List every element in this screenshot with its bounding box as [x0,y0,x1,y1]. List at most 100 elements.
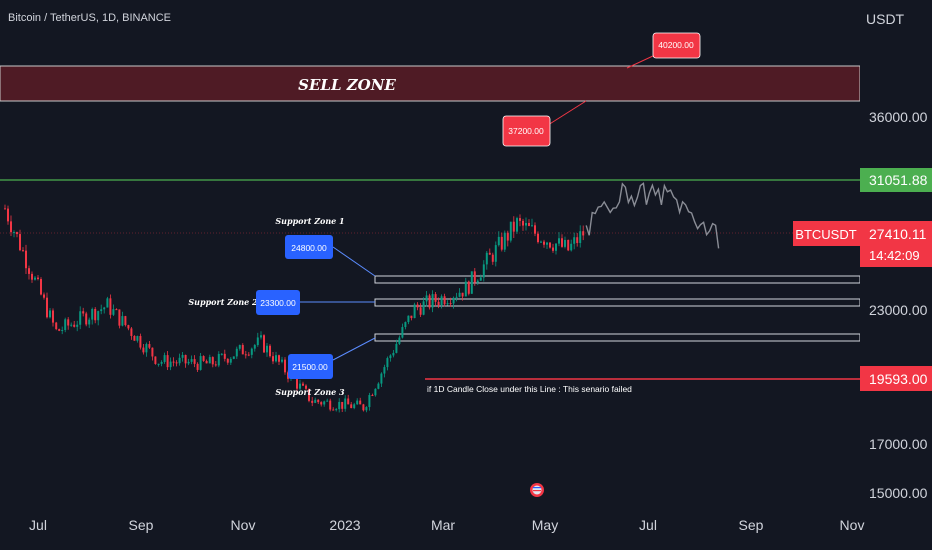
candle-body-118 [359,400,362,405]
candle-body-147 [446,303,449,305]
candle-body-107 [326,400,329,402]
candle-body-34 [106,298,109,308]
candle-body-7 [25,250,27,269]
support-zone-1-price-box[interactable] [285,235,333,259]
price-line-recent [585,182,720,249]
support-zone-1-box [374,275,861,284]
candle-body-77 [235,348,238,357]
y-tick-23000: 23000.00 [869,302,928,318]
support-zone-1-price: 24800.00 [291,243,327,253]
candle-body-129 [392,352,395,356]
candle-body-20 [64,319,67,330]
candle-body-114 [347,398,350,405]
candle-body-189 [573,237,576,244]
support-zone-3-price-box[interactable] [288,354,333,379]
connector-target-40200 [626,54,656,69]
sell-zone [0,65,861,102]
candle-body-70 [214,364,217,366]
candle-body-78 [238,345,241,349]
candle-body-109 [332,409,335,411]
candle-body-35 [109,298,112,315]
candle-body-133 [404,322,407,328]
candle-body-173 [525,222,527,226]
candle-body-21 [67,319,70,326]
candle-body-157 [476,280,479,283]
candle-body-8 [28,268,30,274]
candle-body-68 [208,357,211,364]
candle-body-136 [413,304,416,319]
target-37200-box[interactable] [502,115,551,147]
current-price-tag [860,221,932,267]
sell-zone-label: SELL ZONE [298,76,396,94]
candle-body-33 [103,307,106,310]
candle-body-153 [464,281,467,297]
symbol-header: Bitcoin / TetherUS, 1D, BINANCE [8,12,172,24]
candle-body-46 [142,347,145,353]
candle-body-57 [175,362,178,364]
candle-body-183 [555,243,557,251]
candle-body-112 [341,401,344,409]
candle-body-23 [73,324,76,327]
candle-body-44 [136,336,139,341]
candle-body-43 [133,335,136,341]
x-tick-2023: 2023 [329,517,360,533]
current-symbol-tag [793,221,860,246]
current-price: 27410.11 [869,226,927,242]
candle-body-52 [160,361,163,364]
candle-body-6 [22,250,24,252]
candle-body-22 [70,324,73,326]
candle-body-124 [377,383,380,389]
support-zone-3-label: Support Zone 3 [275,387,345,397]
candle-body-150 [455,296,458,298]
target-40200-box[interactable] [652,32,701,59]
candle-body-180 [546,242,548,245]
us-flag-event-icon[interactable] [530,483,544,497]
candle-body-179 [543,241,545,245]
candle-body-134 [407,315,410,323]
candle-body-138 [419,307,422,315]
resistance-price-tag [860,168,932,192]
x-tick-nov-2023: Nov [840,517,865,533]
candle-body-174 [528,222,530,226]
candle-body-143 [434,294,437,302]
candle-body-27 [85,313,88,325]
candle-body-19 [61,329,64,331]
support-zone-2-price: 23300.00 [260,298,296,308]
candle-body-142 [431,294,434,308]
candle-body-161 [488,252,491,255]
candle-body-73 [223,353,226,359]
resistance-price: 31051.88 [869,172,928,188]
time-scale-bg[interactable] [0,510,932,550]
candle-body-168 [509,221,512,241]
candle-body-149 [452,297,455,304]
candle-body-146 [443,296,446,305]
candle-body-158 [479,277,482,281]
current-symbol: BTCUSDT [795,227,856,242]
candle-body-187 [567,239,570,251]
candle-body-156 [473,271,476,283]
candle-body-28 [88,319,91,325]
candle-body-190 [576,237,579,243]
candle-body-131 [398,337,401,344]
candle-body-164 [497,236,500,246]
candle-body-120 [365,407,368,411]
candle-body-127 [386,358,389,368]
candle-body-119 [362,404,365,411]
candle-body-188 [570,243,573,251]
candle-body-135 [410,315,413,319]
candle-body-45 [139,336,142,348]
candle-body-47 [145,344,148,353]
candle-body-154 [467,281,470,294]
candle-body-141 [428,295,431,308]
candle-body-176 [534,225,536,234]
candle-body-177 [537,233,539,243]
candle-body-86 [263,335,265,353]
support-zone-2-price-box[interactable] [256,290,300,315]
candle-body-41 [127,325,130,329]
candle-body-15 [49,310,51,318]
candle-body-55 [169,361,172,368]
candle-body-75 [229,358,232,363]
candle-body-12 [40,279,42,295]
candle-body-5 [19,234,21,251]
